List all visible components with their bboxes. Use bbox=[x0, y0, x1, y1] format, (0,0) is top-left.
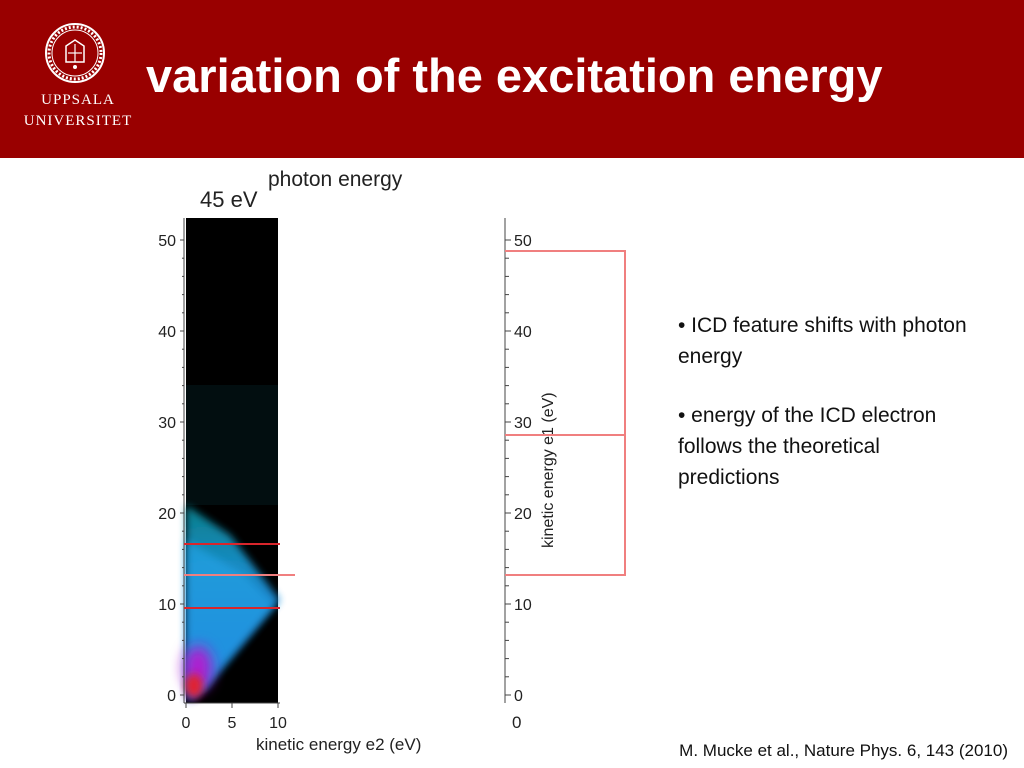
bullet-item: • energy of the ICD electron follows the… bbox=[678, 404, 937, 489]
bracket-outline bbox=[505, 250, 626, 576]
left-x-tick-label: 10 bbox=[269, 715, 287, 732]
right-y-tick-label: 0 bbox=[514, 688, 523, 705]
panel-label: 45 eV bbox=[200, 187, 258, 212]
right-y-tick-label: 30 bbox=[514, 415, 532, 432]
right-y-tick-label: 40 bbox=[514, 324, 532, 341]
right-axis-panel: 0 10 20 30 40 50 0 kinetic energy e1 (eV) bbox=[504, 218, 626, 732]
spectrum-icd-core bbox=[186, 540, 275, 690]
left-x-ticks: 0 5 10 bbox=[182, 703, 287, 732]
spectrum-red-spot bbox=[185, 674, 203, 698]
logo-line-2: UNIVERSITET bbox=[23, 113, 133, 129]
citation: M. Mucke et al., Nature Phys. 6, 143 (20… bbox=[679, 741, 1008, 760]
right-y-tick-label: 10 bbox=[514, 597, 532, 614]
right-axis-label: kinetic energy e1 (eV) bbox=[540, 392, 557, 548]
right-y-tick-label: 50 bbox=[514, 233, 532, 250]
left-y-tick-label: 40 bbox=[158, 324, 176, 341]
left-x-tick-label: 5 bbox=[228, 715, 237, 732]
bullet-list: • ICD feature shifts with photon energy … bbox=[678, 310, 978, 521]
x-axis-label: kinetic energy e2 (eV) bbox=[256, 735, 421, 754]
right-x-tick-label: 0 bbox=[512, 713, 521, 732]
left-x-tick-label: 0 bbox=[182, 715, 191, 732]
figure-caption-top: photon energy bbox=[268, 168, 403, 191]
left-y-tick-label: 30 bbox=[158, 415, 176, 432]
left-y-ticks: 0 10 20 30 40 50 bbox=[158, 233, 184, 705]
left-y-tick-label: 20 bbox=[158, 506, 176, 523]
university-seal-icon bbox=[45, 23, 105, 83]
left-y-tick-label: 0 bbox=[167, 688, 176, 705]
right-y-ticks: 0 10 20 30 40 50 bbox=[505, 233, 532, 705]
spectrum-faint-band bbox=[186, 385, 278, 505]
left-y-tick-label: 50 bbox=[158, 233, 176, 250]
right-y-tick-label: 20 bbox=[514, 506, 532, 523]
left-y-tick-label: 10 bbox=[158, 597, 176, 614]
bullet-item: • ICD feature shifts with photon energy bbox=[678, 314, 967, 368]
logo-line-1: UPPSALA bbox=[41, 92, 115, 108]
title-bar: UPPSALA UNIVERSITET variation of the exc… bbox=[0, 0, 1024, 158]
slide-title: variation of the excitation energy bbox=[146, 49, 883, 102]
icd-figure: photon energy 45 eV 0 10 20 30 40 50 0 5 10 kin… bbox=[158, 168, 626, 754]
spectrum-panel: 0 10 20 30 40 50 0 5 10 bbox=[158, 218, 295, 732]
